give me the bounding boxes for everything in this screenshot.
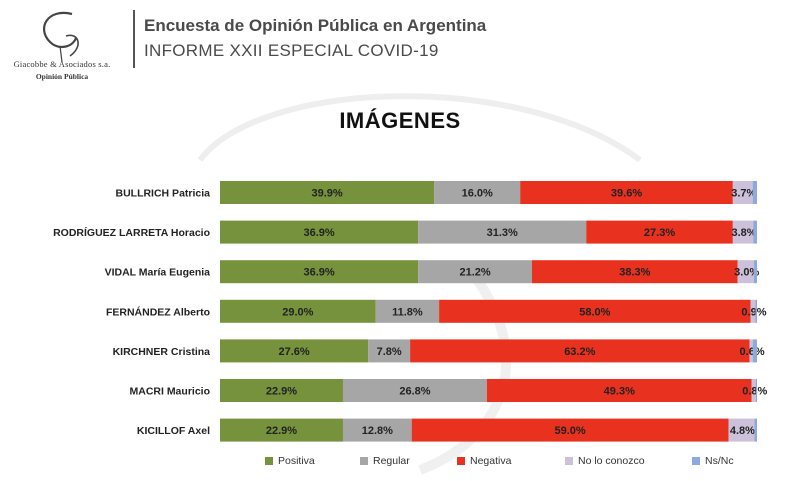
data-label-no-lo-conozco-kicillof-axel: 4.8% xyxy=(730,425,755,437)
bar-ns-nc-kirchner-cristina xyxy=(752,339,757,363)
legend-label-ns-nc: Ns/Nc xyxy=(705,455,734,467)
data-label-negativa-fernandez-alberto: 58.0% xyxy=(579,306,610,318)
data-label-positiva-kicillof-axel: 22.9% xyxy=(266,425,297,437)
data-label-regular-rodriguez-larreta-horacio: 31.3% xyxy=(487,227,518,239)
bar-no-lo-conozco-macri-mauricio xyxy=(751,379,756,402)
legend-swatch-negativa xyxy=(457,457,465,465)
data-label-regular-macri-mauricio: 26.8% xyxy=(399,386,430,398)
data-label-no-lo-conozco-bullrich-patricia: 3.7% xyxy=(731,188,756,200)
legend-swatch-ns-nc xyxy=(692,457,700,465)
chart-legend: Positiva Regular Negativa No lo conozco Ns/N… xyxy=(0,455,800,471)
data-label-no-lo-conozco-kirchner-cristina: 0.6% xyxy=(740,346,765,358)
logo-emblem-icon xyxy=(43,11,79,63)
data-label-no-lo-conozco-rodriguez-larreta-horacio: 3.8% xyxy=(731,227,756,239)
bar-negativa-bullrich-patricia xyxy=(520,181,733,204)
data-label-regular-fernandez-alberto: 11.8% xyxy=(392,306,423,318)
legend-swatch-regular xyxy=(360,457,368,465)
data-label-positiva-kirchner-cristina: 27.6% xyxy=(279,346,310,358)
bar-no-lo-conozco-rodriguez-larreta-horacio xyxy=(732,220,754,244)
category-label-macri-mauricio: MACRI Mauricio xyxy=(129,386,210,398)
bar-ns-nc-bullrich-patricia xyxy=(752,181,757,204)
bar-regular-vidal-maria-eugenia xyxy=(418,260,532,284)
legend-item-ns-nc: Ns/Nc xyxy=(692,455,734,467)
logo-subtitle: Opinión Pública xyxy=(35,72,89,81)
legend-item-negativa: Negativa xyxy=(457,455,511,467)
bar-no-lo-conozco-kicillof-axel xyxy=(728,418,755,442)
bar-negativa-kicillof-axel xyxy=(411,418,729,442)
legend-item-no-lo-conozco: No lo conozco xyxy=(565,455,645,467)
bar-no-lo-conozco-bullrich-patricia xyxy=(732,181,753,204)
bars-group: BULLRICH Patricia 39.9% 16.0% 39.6% 3.7% RODR… xyxy=(53,181,768,442)
bar-regular-kicillof-axel xyxy=(342,418,412,442)
legend-item-positiva: Positiva xyxy=(265,455,315,467)
header-divider xyxy=(133,10,135,68)
legend-label-no-lo-conozco: No lo conozco xyxy=(578,455,645,467)
bar-negativa-rodriguez-larreta-horacio xyxy=(586,220,733,244)
bar-regular-bullrich-patricia xyxy=(434,181,521,204)
bar-negativa-vidal-maria-eugenia xyxy=(531,260,738,284)
data-label-positiva-vidal-maria-eugenia: 36.9% xyxy=(303,267,334,279)
bar-regular-rodriguez-larreta-horacio xyxy=(418,220,587,244)
data-label-regular-kicillof-axel: 12.8% xyxy=(362,425,393,437)
data-label-regular-vidal-maria-eugenia: 21.2% xyxy=(459,267,490,279)
legend-swatch-positiva xyxy=(265,457,273,465)
bar-ns-nc-kicillof-axel xyxy=(754,418,757,442)
bar-positiva-macri-mauricio xyxy=(220,379,343,402)
bar-ns-nc-fernandez-alberto xyxy=(755,299,757,323)
bar-positiva-fernandez-alberto xyxy=(220,299,376,323)
legend-label-negativa: Negativa xyxy=(470,455,512,467)
data-label-positiva-macri-mauricio: 22.9% xyxy=(266,386,297,398)
data-label-no-lo-conozco-macri-mauricio: 0.8% xyxy=(742,386,767,398)
category-label-fernandez-alberto: FERNÁNDEZ Alberto xyxy=(106,305,210,318)
category-label-kirchner-cristina: KIRCHNER Cristina xyxy=(113,346,211,358)
data-label-negativa-vidal-maria-eugenia: 38.3% xyxy=(619,267,650,279)
bar-negativa-macri-mauricio xyxy=(486,379,752,402)
bar-ns-nc-vidal-maria-eugenia xyxy=(753,260,757,284)
bar-positiva-vidal-maria-eugenia xyxy=(220,260,419,284)
watermark-swoosh xyxy=(197,93,642,163)
data-label-negativa-bullrich-patricia: 39.6% xyxy=(611,188,642,200)
legend-item-regular: Regular xyxy=(360,455,410,467)
data-label-positiva-fernandez-alberto: 29.0% xyxy=(282,306,313,318)
data-label-negativa-rodriguez-larreta-horacio: 27.3% xyxy=(644,227,675,239)
bar-no-lo-conozco-kirchner-cristina xyxy=(749,339,753,363)
bar-regular-macri-mauricio xyxy=(342,379,487,402)
category-label-kicillof-axel: KICILLOF Axel xyxy=(137,425,210,437)
logo-firm-name: Giacobbe & Asociados s.a. xyxy=(13,59,111,69)
bar-positiva-bullrich-patricia xyxy=(220,181,435,204)
data-label-negativa-kicillof-axel: 59.0% xyxy=(555,425,586,437)
legend-swatch-no-lo-conozco xyxy=(565,457,573,465)
category-label-rodriguez-larreta-horacio: RODRÍGUEZ LARRETA Horacio xyxy=(53,226,210,239)
bar-no-lo-conozco-fernandez-alberto xyxy=(750,299,756,323)
data-label-no-lo-conozco-fernandez-alberto: 0.9% xyxy=(741,306,766,318)
bar-ns-nc-rodriguez-larreta-horacio xyxy=(753,220,757,244)
bar-positiva-rodriguez-larreta-horacio xyxy=(220,220,419,244)
company-logo: Giacobbe & Asociados s.a. Opinión Públic… xyxy=(0,6,122,82)
bar-negativa-fernandez-alberto xyxy=(439,299,751,323)
data-label-no-lo-conozco-vidal-maria-eugenia: 3.0% xyxy=(734,267,759,279)
bar-regular-fernandez-alberto xyxy=(375,299,440,323)
data-label-positiva-rodriguez-larreta-horacio: 36.9% xyxy=(303,227,334,239)
bar-no-lo-conozco-vidal-maria-eugenia xyxy=(737,260,754,284)
bar-regular-kirchner-cristina xyxy=(368,339,411,363)
data-label-positiva-bullrich-patricia: 39.9% xyxy=(312,188,343,200)
category-label-vidal-maria-eugenia: VIDAL María Eugenia xyxy=(105,267,211,279)
legend-label-positiva: Positiva xyxy=(278,455,315,467)
data-label-negativa-kirchner-cristina: 63.2% xyxy=(564,346,595,358)
category-label-bullrich-patricia: BULLRICH Patricia xyxy=(115,188,210,200)
data-label-regular-bullrich-patricia: 16.0% xyxy=(462,188,493,200)
data-label-negativa-macri-mauricio: 49.3% xyxy=(604,386,635,398)
data-label-regular-kirchner-cristina: 7.8% xyxy=(377,346,402,358)
legend-label-regular: Regular xyxy=(373,455,410,467)
bar-ns-nc-macri-mauricio xyxy=(755,379,757,402)
bar-positiva-kirchner-cristina xyxy=(220,339,369,363)
report-subtitle: INFORME XXII ESPECIAL COVID-19 xyxy=(144,41,439,60)
bar-negativa-kirchner-cristina xyxy=(410,339,750,363)
report-title: Encuesta de Opinión Pública en Argentina xyxy=(144,16,487,35)
chart-title: IMÁGENES xyxy=(339,108,461,133)
bar-positiva-kicillof-axel xyxy=(220,418,343,442)
